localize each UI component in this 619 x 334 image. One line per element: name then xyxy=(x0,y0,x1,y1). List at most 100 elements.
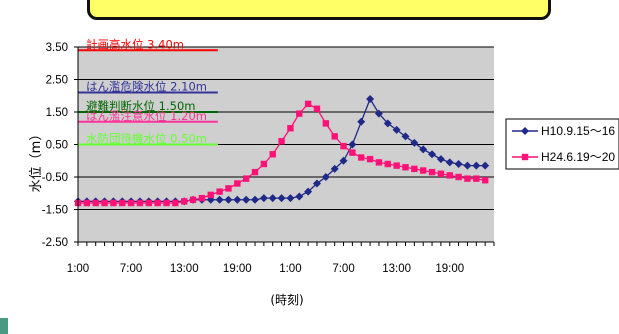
data-point xyxy=(375,159,383,166)
y-tick-labels: 3.50 2.50 1.50 0.50 -0.50 -1.50 -2.50 xyxy=(42,42,68,249)
data-point xyxy=(189,196,197,203)
data-point xyxy=(521,127,529,135)
data-point xyxy=(101,199,108,207)
data-point xyxy=(366,95,375,103)
data-point xyxy=(242,195,251,204)
data-point xyxy=(286,194,295,203)
y-tick-label: 0.50 xyxy=(46,140,68,152)
y-tick-label: 1.50 xyxy=(46,107,68,119)
threshold-label: 水防団待機水位 0.50m xyxy=(86,132,207,146)
data-point xyxy=(287,125,294,132)
data-point xyxy=(331,133,338,140)
x-tick-label: 13:00 xyxy=(382,263,411,275)
data-point xyxy=(215,195,224,204)
side-strip xyxy=(0,318,8,334)
data-point xyxy=(225,185,232,192)
threshold-label: 計画高水位 3.40m xyxy=(86,37,184,51)
x-tick-label: 19:00 xyxy=(223,263,252,275)
data-point xyxy=(277,194,286,203)
data-point xyxy=(392,125,401,134)
legend: H10.9.15～16 H24.6.19～20 xyxy=(505,118,619,170)
data-point xyxy=(127,199,135,207)
data-point xyxy=(216,188,223,195)
data-point xyxy=(119,199,126,207)
data-point xyxy=(295,192,304,201)
data-point xyxy=(374,109,383,118)
data-point xyxy=(349,149,356,156)
x-tick-label: 7:00 xyxy=(120,263,142,275)
data-point xyxy=(481,161,490,170)
legend-entry: H24.6.19～20 xyxy=(541,150,615,164)
data-point xyxy=(411,165,418,173)
threshold-label: 避難判断水位 1.50m xyxy=(86,99,195,113)
data-point xyxy=(296,110,303,117)
data-point xyxy=(259,194,268,203)
data-point xyxy=(481,177,489,184)
y-axis-label: 水位（m） xyxy=(29,128,44,193)
data-point xyxy=(154,199,161,207)
data-point xyxy=(110,199,117,207)
data-point xyxy=(242,175,250,182)
y-tick-label: -1.50 xyxy=(42,205,68,217)
threshold-lines xyxy=(78,49,218,146)
data-point xyxy=(304,100,312,108)
data-point xyxy=(473,175,480,182)
x-tick-label: 1:00 xyxy=(67,263,89,275)
data-point xyxy=(251,195,260,204)
data-point xyxy=(321,173,330,181)
data-point xyxy=(419,167,427,174)
data-point xyxy=(437,170,445,177)
data-point xyxy=(384,160,391,168)
data-point xyxy=(340,142,347,150)
data-point xyxy=(207,191,214,199)
legend-entry: H10.9.15～16 xyxy=(541,124,615,138)
x-tick-label: 7:00 xyxy=(332,263,354,275)
threshold-labels: 計画高水位 3.40m はん濫危険水位 2.10m 避難判断水位 1.50mはん濫注… xyxy=(86,37,207,145)
data-point xyxy=(145,199,153,207)
data-point xyxy=(463,161,472,170)
data-point xyxy=(521,153,529,161)
data-point xyxy=(436,155,445,164)
data-point xyxy=(339,156,348,165)
data-point xyxy=(260,160,268,168)
series-group xyxy=(74,95,490,207)
x-axis-label: (時刻) xyxy=(270,293,303,307)
data-point xyxy=(393,162,400,169)
y-tick-label: 2.50 xyxy=(46,75,68,87)
data-point xyxy=(348,140,357,149)
data-point xyxy=(172,199,179,207)
data-point xyxy=(454,160,463,168)
data-point xyxy=(269,151,276,158)
data-point xyxy=(445,158,454,167)
data-point xyxy=(224,195,233,204)
data-point xyxy=(278,138,285,145)
data-point xyxy=(322,120,330,127)
data-point xyxy=(136,199,144,207)
threshold-label: はん濫注意水位 1.20m xyxy=(86,109,207,123)
data-point xyxy=(312,179,321,188)
title-banner xyxy=(87,0,551,20)
threshold-label: はん濫危険水位 2.10m xyxy=(86,80,207,94)
data-point xyxy=(410,138,419,147)
data-point xyxy=(163,199,170,207)
data-point xyxy=(419,145,428,154)
data-point xyxy=(92,199,99,207)
data-point xyxy=(455,173,462,181)
data-point xyxy=(472,161,481,170)
data-point xyxy=(330,164,339,173)
data-point xyxy=(251,168,259,176)
data-point xyxy=(83,199,91,207)
x-tick-label: 13:00 xyxy=(170,263,199,275)
data-point xyxy=(358,154,365,161)
data-point xyxy=(383,119,392,128)
data-point xyxy=(234,180,241,187)
data-point xyxy=(357,117,366,126)
x-tick-label: 1:00 xyxy=(279,263,301,275)
data-point xyxy=(198,194,206,202)
y-tick-label: 3.50 xyxy=(46,42,68,54)
data-point xyxy=(446,172,453,179)
data-point xyxy=(402,164,409,171)
y-tick-label: -2.50 xyxy=(42,237,68,249)
data-point xyxy=(428,168,436,176)
